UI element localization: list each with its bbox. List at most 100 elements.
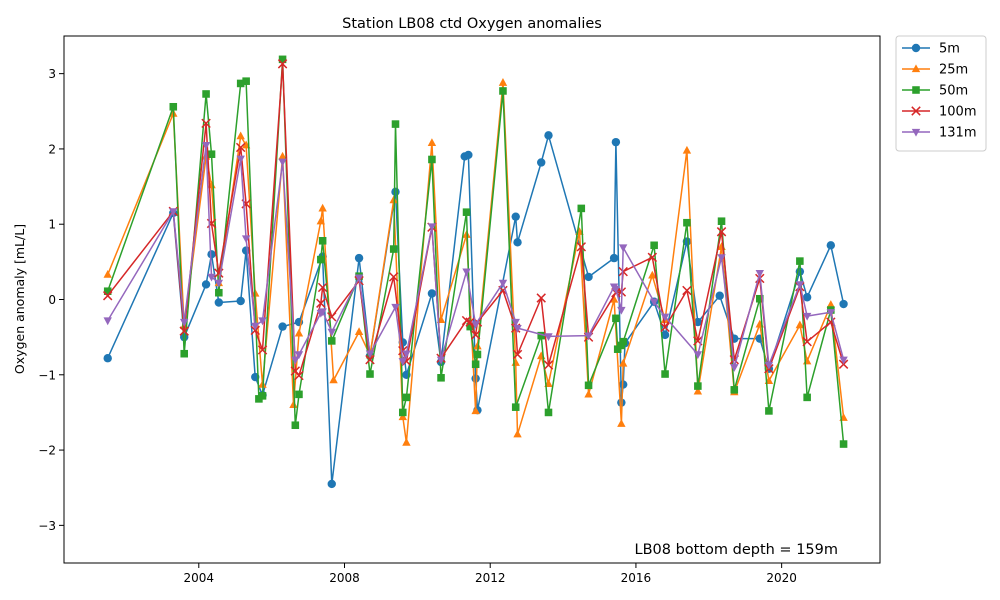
data-point <box>316 298 326 308</box>
data-point <box>584 272 593 282</box>
data-point <box>537 331 545 340</box>
data-point <box>694 382 702 390</box>
data-point <box>617 419 626 427</box>
data-point <box>660 330 670 340</box>
data-point <box>318 236 327 245</box>
data-point <box>202 90 210 98</box>
data-point <box>236 155 245 164</box>
data-point <box>258 392 267 400</box>
data-point <box>611 137 621 147</box>
data-point <box>826 300 836 308</box>
data-point <box>612 314 620 323</box>
data-point <box>617 306 626 315</box>
data-point <box>236 296 245 306</box>
data-point <box>318 308 327 317</box>
data-point <box>465 317 475 327</box>
x-tick-label: 2016 <box>621 571 652 585</box>
data-point <box>537 158 546 167</box>
data-point <box>693 317 703 327</box>
legend: 5m 25m 50m 100m 131m <box>895 35 987 152</box>
data-point <box>471 360 480 369</box>
data-point <box>826 309 836 317</box>
y-tick-label: 3 <box>48 67 56 81</box>
data-point <box>207 273 216 282</box>
data-point <box>257 345 268 355</box>
data-point <box>464 150 473 160</box>
data-point <box>577 204 586 213</box>
data-point <box>391 187 400 197</box>
y-tick-label: 1 <box>48 218 56 232</box>
y-tick-label: 0 <box>48 293 56 307</box>
data-point <box>402 393 411 402</box>
data-point <box>251 322 260 331</box>
bottom-depth-annotation: LB08 bottom depth = 159m <box>634 542 838 558</box>
data-point <box>513 238 522 247</box>
data-point <box>730 364 739 372</box>
legend-item-50m: 50m <box>902 84 968 99</box>
data-point <box>543 360 554 370</box>
data-point <box>647 252 658 263</box>
data-point <box>294 328 304 337</box>
data-point <box>512 349 523 360</box>
data-point <box>609 294 619 303</box>
data-point <box>180 349 188 358</box>
data-point <box>327 337 336 345</box>
data-point <box>327 479 336 489</box>
data-point <box>715 291 724 300</box>
data-point <box>618 244 628 253</box>
data-point <box>388 272 399 282</box>
legend-label: 131m <box>939 126 976 141</box>
data-point <box>839 440 848 448</box>
data-point <box>473 341 482 350</box>
data-point <box>717 217 726 225</box>
data-point <box>103 317 112 326</box>
data-point <box>649 298 659 307</box>
legend-marker <box>911 106 921 116</box>
data-point <box>207 150 216 158</box>
data-point <box>207 250 216 259</box>
data-point <box>318 203 327 212</box>
data-point <box>427 289 437 298</box>
data-point <box>498 78 508 86</box>
axes: 2004 2008 2012 2016 2020 −3 −2 −1 0 1 2 3 <box>38 35 881 585</box>
data-point <box>513 429 522 438</box>
data-point <box>462 268 471 277</box>
legend-item-5m: 5m <box>902 42 960 57</box>
data-point <box>398 412 407 421</box>
x-tick-label: 2004 <box>184 571 215 585</box>
data-point <box>235 142 246 153</box>
y-tick-label: −1 <box>38 368 56 382</box>
data-point <box>436 356 446 365</box>
data-point <box>428 155 436 164</box>
legend-item-131m: 131m <box>902 126 976 141</box>
data-point <box>609 253 619 263</box>
data-point <box>437 374 445 382</box>
x-tick-label: 2012 <box>475 571 506 585</box>
data-point <box>660 322 670 333</box>
data-point <box>215 288 223 297</box>
data-point <box>462 208 471 216</box>
data-point <box>294 370 304 381</box>
data-point <box>317 255 325 264</box>
data-point <box>755 270 764 278</box>
data-point <box>513 324 522 333</box>
data-point <box>796 257 804 265</box>
data-point <box>648 270 657 279</box>
data-point <box>584 381 593 390</box>
data-point <box>365 350 375 359</box>
data-point <box>802 336 812 347</box>
legend-label: 5m <box>939 42 960 57</box>
x-tick-label: 2020 <box>766 571 797 585</box>
data-point <box>354 327 364 336</box>
data-point <box>317 282 328 293</box>
data-point <box>241 235 251 244</box>
data-point <box>236 131 245 140</box>
legend-item-25m: 25m <box>902 63 968 78</box>
data-point <box>278 322 287 331</box>
data-point <box>471 321 480 329</box>
data-point <box>402 350 411 359</box>
data-point <box>584 332 593 341</box>
data-point <box>471 374 480 383</box>
data-point <box>584 389 593 398</box>
plot-area <box>102 55 849 489</box>
